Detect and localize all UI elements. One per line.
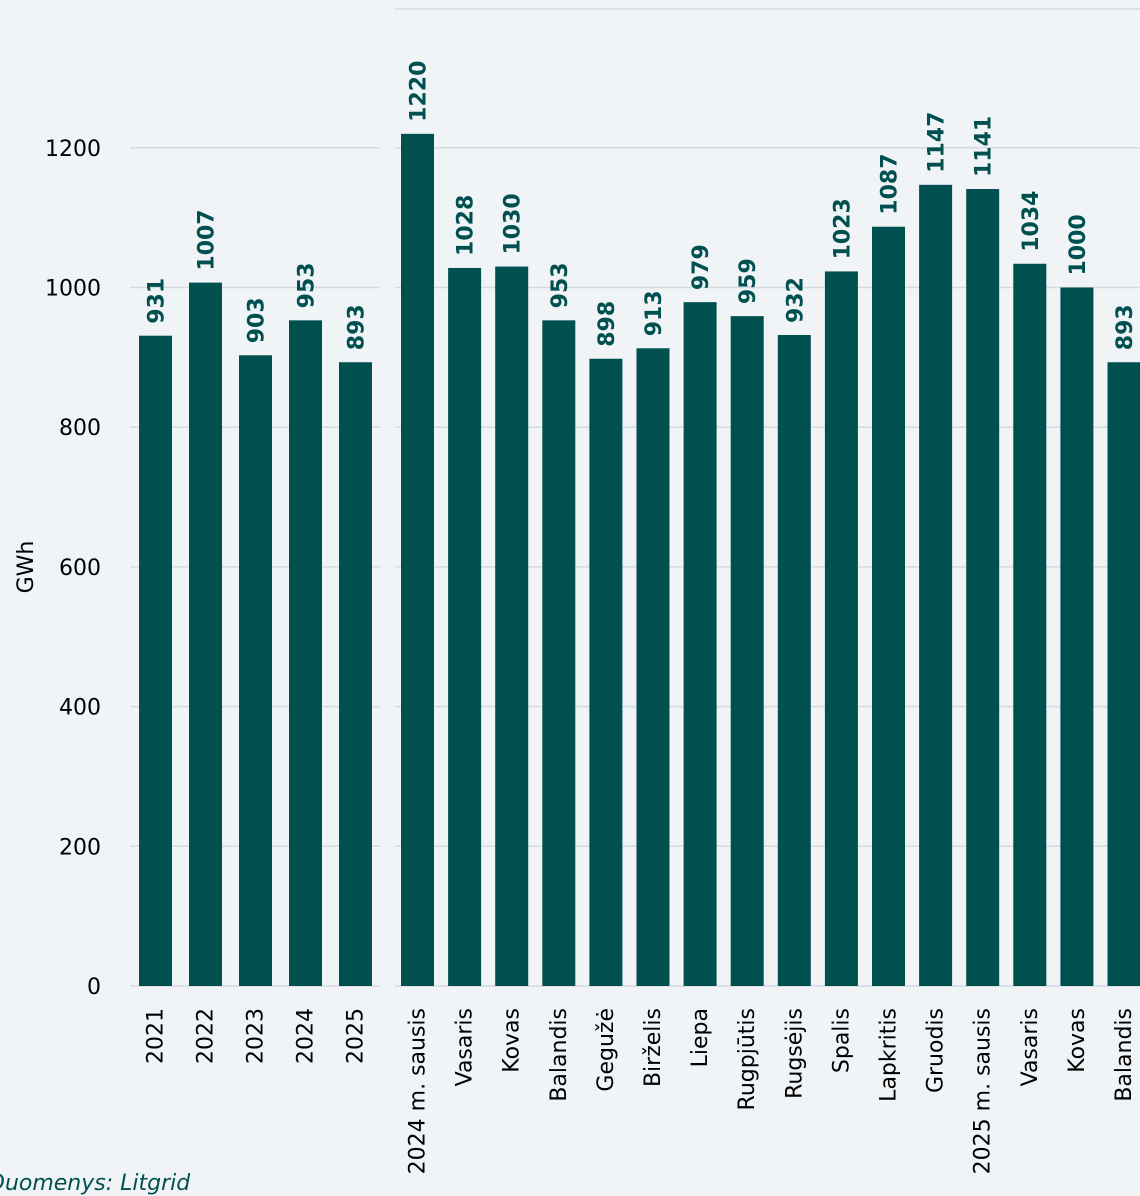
x-tick-label: Kovas <box>1065 1008 1090 1073</box>
data-label: 932 <box>783 277 808 323</box>
bar-p2-5 <box>589 358 623 986</box>
data-label: 903 <box>245 297 270 343</box>
bar-p2-6 <box>636 348 670 986</box>
bar-p1-5 <box>339 362 372 986</box>
x-tick-label: Balandis <box>547 1008 572 1102</box>
x-tick-label: 2023 <box>244 1008 269 1064</box>
data-label: 1141 <box>972 116 997 177</box>
bar-layer <box>139 133 1140 987</box>
data-label: 959 <box>736 258 761 304</box>
y-tick-label: 400 <box>59 696 101 721</box>
x-tick-label: Rugsėjis <box>782 1008 807 1099</box>
bar-p2-12 <box>919 184 953 986</box>
bar-p2-11 <box>872 226 905 987</box>
data-label: 913 <box>642 290 667 336</box>
bar-p2-7 <box>683 302 717 987</box>
y-tick-label: 200 <box>59 835 101 860</box>
data-label: 893 <box>1113 304 1138 350</box>
x-tick-label: 2025 m. sausis <box>971 1008 996 1174</box>
bar-p2-9 <box>777 334 811 986</box>
bar-p2-3 <box>495 266 529 986</box>
x-tick-label: Balandis <box>1112 1008 1137 1102</box>
data-label: 953 <box>548 262 573 308</box>
data-label: 893 <box>345 304 370 350</box>
x-tick-label: Lapkritis <box>877 1008 902 1102</box>
x-tick-label: 2025 <box>344 1008 369 1064</box>
x-tick-label: 2024 m. sausis <box>406 1008 431 1174</box>
y-tick-label: 600 <box>59 556 101 581</box>
data-label: 1087 <box>878 153 903 214</box>
data-label: 1007 <box>195 209 220 270</box>
axis-layer: 0 200 400 600 800 1000 1200 2021 2022 2023 2024 202… <box>45 137 1137 1175</box>
bar-p2-4 <box>542 320 576 987</box>
bar-p2-1 <box>401 133 434 986</box>
label-layer: 931 1007 903 953 893 1220 1028 1030 953 898 913 979… <box>145 61 1139 351</box>
y-tick-label: 1200 <box>45 137 101 162</box>
data-label: 979 <box>689 244 714 290</box>
x-tick-label: Kovas <box>500 1008 525 1073</box>
bar-p1-3 <box>239 355 272 986</box>
x-tick-label: Liepa <box>688 1008 713 1067</box>
data-label: 931 <box>145 278 170 324</box>
x-tick-label: Vasaris <box>453 1008 478 1086</box>
bar-p2-2 <box>448 267 482 986</box>
x-tick-label: Vasaris <box>1018 1008 1043 1086</box>
x-tick-label: 2021 <box>144 1008 169 1064</box>
data-label: 1030 <box>501 193 526 254</box>
x-tick-label: 2024 <box>294 1008 319 1064</box>
data-label: 1023 <box>830 198 855 259</box>
bar-p2-15 <box>1060 287 1094 986</box>
source-note: Duomenys: Litgrid <box>0 1171 191 1196</box>
x-tick-label: Gruodis <box>924 1008 949 1093</box>
data-label: 898 <box>595 301 620 347</box>
y-tick-label: 0 <box>87 975 101 1000</box>
x-tick-label: Gegužė <box>594 1008 619 1092</box>
bar-p2-13 <box>966 189 1000 987</box>
data-label: 953 <box>295 262 320 308</box>
data-label: 1028 <box>454 195 479 256</box>
x-tick-label: Spalis <box>829 1008 854 1073</box>
bar-p2-16 <box>1107 362 1140 986</box>
bar-p2-10 <box>824 271 858 986</box>
data-label: 1034 <box>1019 191 1044 252</box>
bar-p1-4 <box>289 320 322 987</box>
x-tick-label: 2022 <box>194 1008 219 1064</box>
y-tick-label: 800 <box>59 416 101 441</box>
y-tick-label: 1000 <box>45 277 101 302</box>
bar-p2-8 <box>730 316 764 986</box>
bar-p2-14 <box>1013 263 1047 987</box>
bar-p1-2 <box>189 282 222 987</box>
bar-p1-1 <box>139 335 172 986</box>
y-axis-label: GWh <box>14 541 39 594</box>
data-label: 1220 <box>407 61 432 122</box>
data-label: 1000 <box>1066 214 1091 275</box>
x-tick-label: Rugpjūtis <box>735 1008 760 1110</box>
x-tick-label: Birželis <box>641 1008 666 1087</box>
data-label: 1147 <box>925 112 950 173</box>
